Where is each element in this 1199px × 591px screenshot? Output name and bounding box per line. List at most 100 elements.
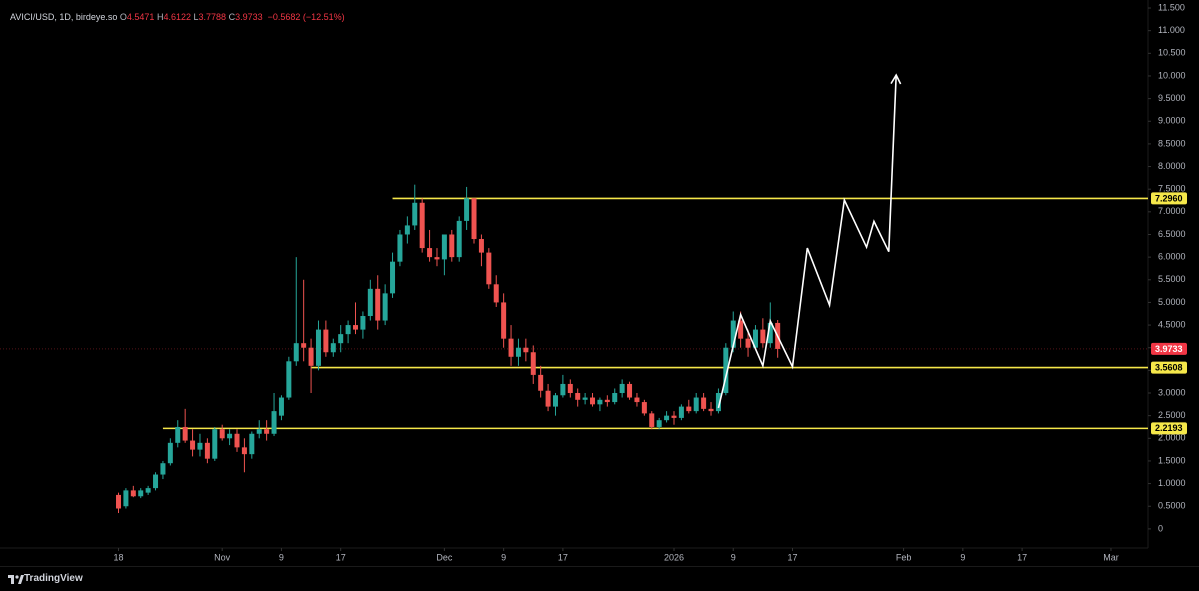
- candle-body: [493, 284, 499, 303]
- candle-body: [197, 442, 203, 450]
- candle-body: [345, 325, 351, 335]
- candle-body: [138, 490, 144, 497]
- candle-body: [375, 288, 381, 321]
- candle-body: [182, 426, 188, 441]
- candle-body: [427, 248, 433, 258]
- x-tick-label: Dec: [436, 552, 453, 562]
- y-tick-label: 11.500: [1158, 2, 1185, 12]
- ohlc-value: 3.9733: [235, 12, 263, 22]
- candle-body: [671, 415, 677, 418]
- candle-body: [508, 338, 514, 357]
- price-tag: [1151, 422, 1187, 435]
- price-tag: [1151, 342, 1187, 355]
- y-tick-label: 5.5000: [1158, 274, 1186, 284]
- candle-body: [715, 393, 721, 412]
- x-tick-label: 9: [960, 552, 965, 562]
- candle-body: [256, 429, 262, 434]
- candle-body: [167, 442, 173, 464]
- x-tick-label: 9: [279, 552, 284, 562]
- candle-body: [160, 463, 166, 475]
- y-tick-label: 9.5000: [1158, 93, 1186, 103]
- candle-body: [738, 320, 744, 339]
- candle-body: [590, 397, 596, 405]
- candle-body: [597, 399, 603, 405]
- candle-body: [308, 347, 314, 366]
- price-tag-label: 7.2960: [1155, 193, 1183, 203]
- candle-body: [612, 393, 618, 403]
- candle-body: [271, 411, 277, 434]
- candle-body: [412, 202, 418, 226]
- x-tick-label: 17: [787, 552, 797, 562]
- candle-body: [116, 494, 122, 509]
- candle-body: [367, 288, 373, 317]
- candle-body: [486, 252, 492, 285]
- y-tick-label: 3.0000: [1158, 387, 1186, 397]
- candle-body: [478, 239, 484, 253]
- candle-body: [560, 383, 566, 396]
- candle-body: [441, 234, 447, 260]
- candle-body: [382, 293, 388, 321]
- candle-body: [234, 433, 240, 448]
- y-tick-label: 7.0000: [1158, 206, 1186, 216]
- candle-body: [397, 234, 403, 262]
- price-tag-label: 2.2193: [1155, 423, 1183, 433]
- x-tick-label: 17: [336, 552, 346, 562]
- candle-body: [227, 433, 233, 439]
- candle-body: [471, 198, 477, 240]
- candle-body: [701, 397, 707, 409]
- candle-body: [123, 490, 129, 507]
- candle-body: [286, 361, 292, 398]
- candle-body: [249, 433, 255, 455]
- x-tick-label: 18: [113, 552, 123, 562]
- candle-body: [404, 225, 410, 235]
- x-tick-label: 2026: [664, 552, 684, 562]
- candle-body: [678, 406, 684, 418]
- candle-body: [730, 320, 736, 348]
- candle-body: [130, 490, 136, 497]
- candle-body: [575, 393, 581, 400]
- candle-body: [752, 329, 758, 348]
- candle-body: [204, 442, 210, 459]
- projection-path: [717, 75, 897, 409]
- x-tick-label: 9: [501, 552, 506, 562]
- candle-body: [145, 488, 151, 493]
- y-tick-label: 10.000: [1158, 70, 1186, 80]
- candle-body: [760, 329, 766, 344]
- candle-body: [456, 220, 462, 258]
- ohlc-key: H: [156, 12, 164, 22]
- y-tick-label: 1.0000: [1158, 478, 1186, 488]
- y-tick-label: 11.000: [1158, 25, 1185, 35]
- candle-body: [278, 397, 284, 416]
- ohlc-value: 4.6122: [163, 12, 191, 22]
- candle-body: [293, 343, 299, 362]
- price-tag-label: 3.9733: [1155, 344, 1183, 354]
- price-tag: [1151, 192, 1187, 205]
- x-tick-label: 17: [1017, 552, 1027, 562]
- candle-body: [338, 334, 344, 344]
- background: [0, 0, 1199, 566]
- x-tick-label: 9: [731, 552, 736, 562]
- candle-body: [219, 429, 225, 439]
- footer: TradingView: [0, 566, 1199, 591]
- candle-body: [686, 406, 692, 412]
- candle-body: [153, 474, 159, 489]
- candle-body: [241, 447, 247, 455]
- ohlc-key: O: [119, 12, 127, 22]
- y-tick-label: 0: [1158, 523, 1163, 533]
- candle-body: [634, 397, 640, 403]
- price-tag-label: 3.5608: [1155, 362, 1183, 372]
- x-tick-label: Nov: [214, 552, 231, 562]
- y-tick-label: 6.0000: [1158, 252, 1186, 262]
- candle-body: [353, 325, 359, 330]
- candle-body: [419, 202, 425, 249]
- candle-body: [501, 302, 507, 339]
- brand: TradingView: [24, 573, 83, 584]
- candle-body: [449, 234, 455, 258]
- legend: AVICI/USD, 1D, birdeye.so O4.5471 H4.612…: [10, 12, 345, 22]
- candle-body: [323, 329, 329, 353]
- ohlc-value: 3.7788: [198, 12, 227, 22]
- change: −0.5682 (−12.51%): [267, 12, 345, 22]
- ohlc-key: C: [228, 12, 236, 22]
- candle-body: [212, 429, 218, 459]
